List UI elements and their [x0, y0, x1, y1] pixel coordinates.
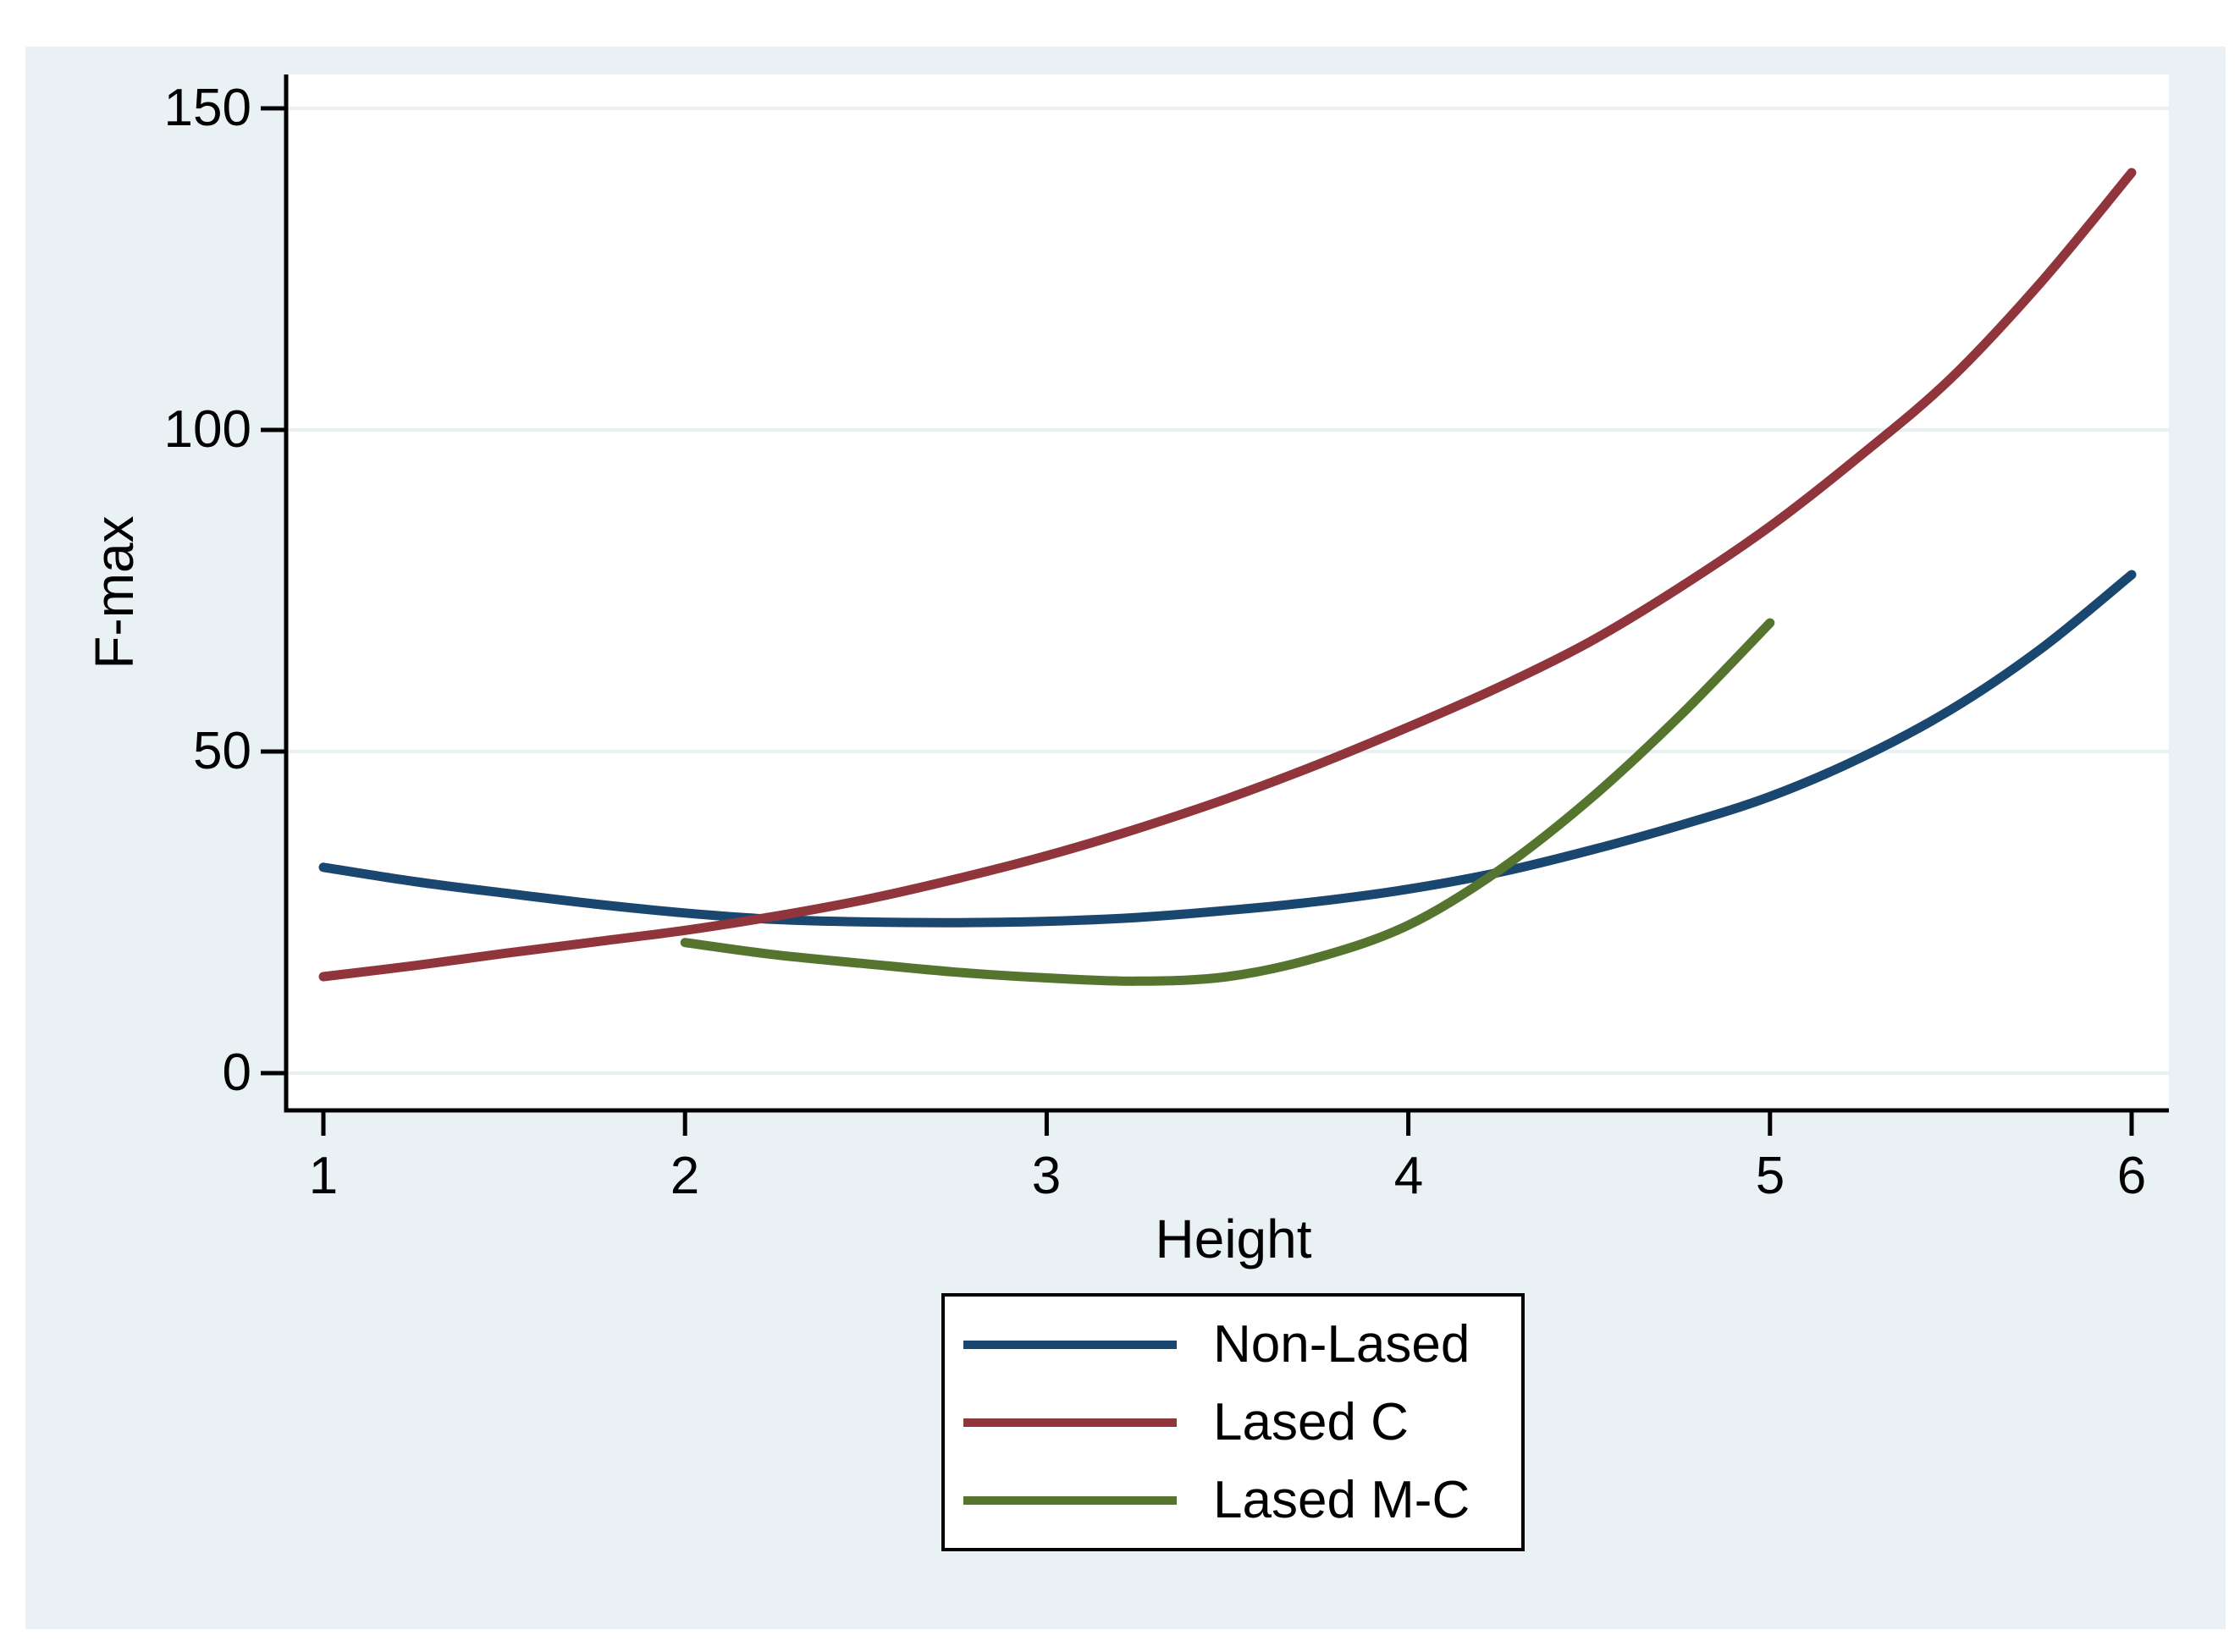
x-axis-title: Height: [1155, 1209, 1312, 1269]
x-tick-label-5: 5: [1755, 1147, 1785, 1205]
legend-label: Lased C: [1213, 1392, 1409, 1451]
plot-background: [286, 74, 2169, 1110]
series-curves: [318, 168, 2137, 986]
x-tick-label-1: 1: [308, 1147, 339, 1205]
y-tick-label-0: 0: [222, 1044, 251, 1102]
y-tick-label-150: 150: [163, 79, 251, 137]
curve-non-lased: [318, 570, 2137, 928]
legend-item-lased-c: Lased C: [945, 1384, 1521, 1462]
axes: [284, 74, 2169, 1113]
legend-label: Lased M-C: [1213, 1470, 1470, 1529]
tick-marks: [261, 106, 2134, 1136]
x-tick-label-3: 3: [1031, 1147, 1062, 1205]
curve-lased-c: [318, 168, 2137, 982]
x-tick-label-2: 2: [670, 1147, 700, 1205]
curve-lased-m-c: [680, 618, 1775, 986]
legend-item-non-lased: Non-Lased: [945, 1306, 1521, 1384]
y-tick-label-100: 100: [163, 400, 251, 459]
gridlines: [286, 107, 2169, 1075]
legend-line-sample-maroon: [963, 1418, 1177, 1427]
legend-line-sample-olive: [963, 1495, 1177, 1505]
x-tick-label-6: 6: [2116, 1147, 2147, 1205]
x-tick-label-4: 4: [1393, 1147, 1424, 1205]
legend-item-lased-m-c: Lased M-C: [945, 1462, 1521, 1539]
y-tick-label-50: 50: [193, 722, 251, 780]
legend-line-sample-navy: [963, 1340, 1177, 1349]
legend-label: Non-Lased: [1213, 1314, 1470, 1374]
legend: Non-Lased Lased C Lased M-C: [941, 1293, 1525, 1551]
y-axis-title: F-max: [84, 515, 145, 669]
